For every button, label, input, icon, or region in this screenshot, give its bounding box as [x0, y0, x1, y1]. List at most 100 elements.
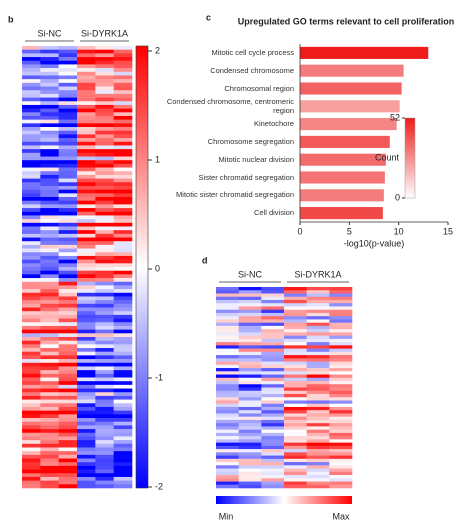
heatmap-cell [58, 127, 78, 132]
heatmap-cell [77, 336, 96, 341]
heatmap-cell [261, 342, 285, 346]
heatmap-cell [113, 373, 133, 378]
heatmap-cell [284, 475, 307, 479]
heatmap-cell [40, 204, 59, 209]
heatmap-cell [306, 406, 330, 411]
category-label: Chromosome segregation [207, 136, 294, 146]
heatmap-cell [113, 351, 133, 356]
heatmap-cell [261, 462, 285, 466]
heatmap-cell [58, 57, 78, 62]
heatmap-cell [284, 345, 307, 349]
heatmap-cell [95, 230, 114, 235]
heatmap-cell [77, 454, 96, 459]
heatmap-cell [113, 219, 133, 224]
heatmap-cell [306, 403, 330, 408]
heatmap-cell [113, 211, 133, 216]
heatmap-cell [113, 263, 133, 268]
heatmap-cell [95, 381, 114, 386]
heatmap-cell [40, 318, 59, 323]
heatmap-cell [77, 163, 96, 168]
heatmap-cell [40, 366, 59, 371]
heatmap-cell [58, 322, 78, 327]
heatmap-cell [40, 123, 59, 128]
heatmap-cell [284, 312, 307, 317]
heatmap-cell [77, 152, 96, 157]
heatmap-cell [306, 290, 330, 294]
heatmap-cell [306, 465, 330, 469]
heatmap-cell [58, 152, 78, 157]
heatmap-cell [216, 452, 239, 456]
heatmap-cell [95, 281, 114, 286]
heatmap-cell [238, 381, 262, 385]
heatmap-cell [216, 449, 239, 453]
heatmap-cell [306, 381, 330, 385]
colorbar-label: Max [332, 511, 350, 521]
heatmap-cell [22, 370, 41, 375]
heatmap-cell [22, 285, 41, 290]
heatmap-cell [329, 429, 353, 434]
heatmap-cell [95, 255, 114, 260]
heatmap-cell [113, 421, 133, 426]
heatmap-cell [329, 368, 353, 372]
heatmap-cell [95, 64, 114, 69]
heatmap-cell [58, 215, 78, 220]
heatmap-cell [58, 381, 78, 386]
heatmap-cell [113, 425, 133, 430]
heatmap-cell [77, 432, 96, 437]
heatmap-cell [284, 413, 307, 417]
heatmap-cell [58, 197, 78, 201]
heatmap-cell [95, 311, 114, 316]
heatmap-cell [22, 355, 41, 360]
heatmap-cell [261, 345, 285, 349]
heatmap-cell [95, 410, 114, 415]
heatmap-cell [58, 395, 78, 400]
heatmap-cell [261, 397, 285, 401]
heatmap-cell [284, 452, 307, 456]
heatmap-cell [40, 303, 59, 308]
heatmap-cell [77, 436, 96, 441]
heatmap-cell [238, 312, 262, 317]
heatmap-cell [22, 167, 41, 172]
heatmap-cell [284, 290, 307, 294]
heatmap-cell [22, 429, 41, 434]
heatmap-cell [77, 278, 96, 283]
heatmap-cell [22, 388, 41, 393]
heatmap-cell [95, 49, 114, 54]
heatmap-cell [95, 336, 114, 341]
heatmap-cell [95, 274, 114, 279]
heatmap-cell [238, 303, 262, 307]
heatmap-cell [58, 90, 78, 95]
heatmap-cell [58, 68, 78, 73]
heatmap-cell [77, 112, 96, 117]
heatmap-cell [40, 348, 59, 353]
heatmap-cell [216, 342, 239, 346]
heatmap-cell [238, 384, 262, 388]
heatmap-cell [22, 289, 41, 294]
heatmap-cell [58, 174, 78, 179]
heatmap-cell [306, 348, 330, 353]
heatmap-cell [113, 484, 133, 489]
heatmap-cell [216, 325, 239, 330]
heatmap-cell [40, 163, 59, 168]
heatmap-cell [77, 252, 96, 257]
heatmap-cell [95, 432, 114, 437]
heatmap-cell [261, 371, 285, 375]
heatmap-cell [284, 478, 307, 482]
heatmap-cell [216, 458, 239, 463]
heatmap-cell [238, 338, 262, 343]
heatmap-cell [40, 115, 59, 120]
heatmap-cell [306, 484, 330, 489]
heatmap-cell [238, 406, 262, 411]
heatmap-cell [40, 333, 59, 338]
heatmap-cell [113, 134, 133, 139]
heatmap-cell [329, 471, 353, 476]
heatmap-cell [77, 46, 96, 50]
heatmap-cell [22, 384, 41, 389]
heatmap-cell [329, 462, 353, 466]
heatmap-cell [95, 60, 114, 65]
heatmap-cell [77, 403, 96, 408]
heatmap-cell [95, 476, 114, 481]
heatmap-cell [40, 329, 59, 334]
heatmap-cell [95, 104, 114, 109]
heatmap-cell [238, 287, 262, 291]
